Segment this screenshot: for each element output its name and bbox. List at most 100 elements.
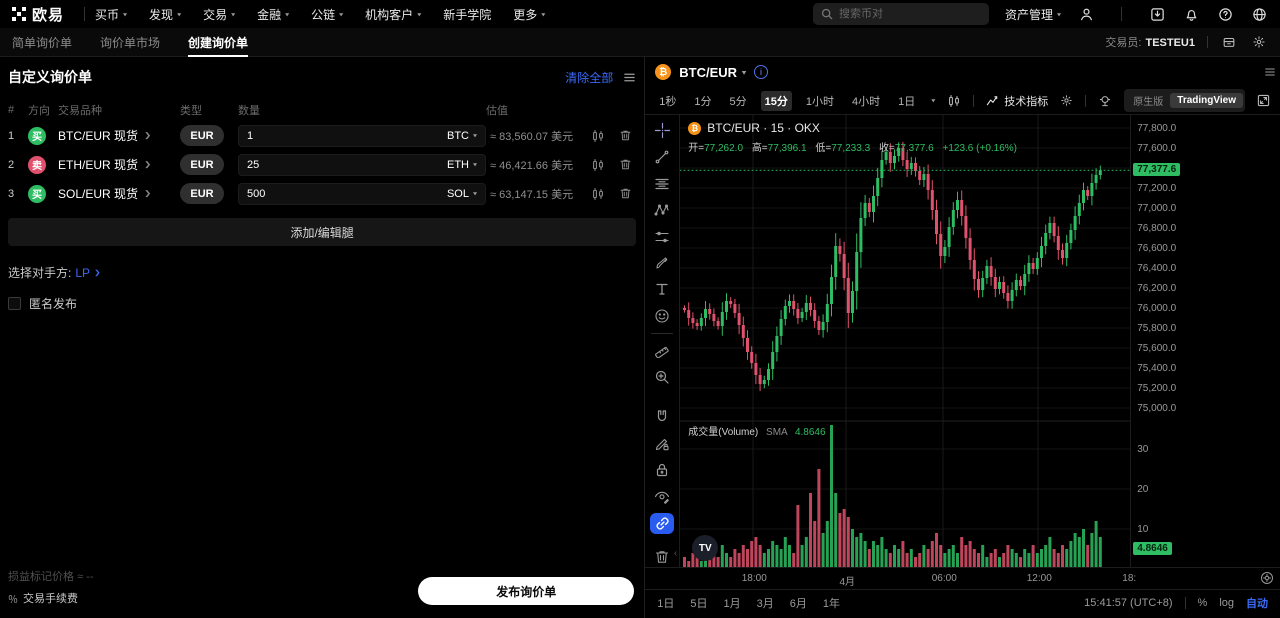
- candle-style-icon[interactable]: [947, 94, 961, 108]
- menu-item-机构客户[interactable]: 机构客户 ▾: [365, 6, 421, 23]
- timeframe-4小时[interactable]: 4小时: [852, 95, 881, 108]
- menu-item-交易[interactable]: 交易 ▾: [203, 6, 235, 23]
- search-input[interactable]: [838, 8, 969, 20]
- time-axis[interactable]: 18:00 4月 06:00 12:00 18:: [645, 567, 1280, 589]
- drawing-lock-tool[interactable]: [650, 434, 674, 453]
- publish-rfq-button[interactable]: 发布询价单: [418, 577, 635, 605]
- fullscreen-icon[interactable]: [1257, 94, 1270, 107]
- range-1月[interactable]: 1月: [723, 598, 741, 610]
- percent-scale-button[interactable]: %: [1197, 597, 1208, 609]
- currency-type-pill[interactable]: EUR: [180, 125, 224, 146]
- chevron-down-icon[interactable]: ▾: [931, 96, 936, 105]
- candlestick-chart[interactable]: [679, 114, 1131, 569]
- indicators-button[interactable]: 技术指标: [986, 93, 1048, 109]
- currency-type-pill[interactable]: EUR: [180, 154, 224, 175]
- quantity-field[interactable]: ETH▾: [238, 153, 486, 176]
- pair-selector[interactable]: ETH/EUR 现货 ❯: [58, 156, 180, 173]
- user-icon[interactable]: [1077, 5, 1095, 23]
- trendline-tool[interactable]: [650, 147, 674, 166]
- auto-scale-button[interactable]: 自动: [1246, 598, 1268, 610]
- delete-leg-icon[interactable]: [619, 158, 632, 171]
- delete-leg-icon[interactable]: [619, 129, 632, 142]
- log-scale-button[interactable]: log: [1219, 597, 1234, 609]
- clock[interactable]: 15:41:57 (UTC+8): [1084, 597, 1173, 609]
- timezone-gear-icon[interactable]: [1260, 571, 1274, 585]
- tab-simple-rfq[interactable]: 简单询价单: [12, 35, 73, 50]
- pattern-tool[interactable]: [650, 200, 674, 219]
- view-chart-icon[interactable]: [591, 129, 605, 143]
- quantity-input[interactable]: [247, 129, 447, 142]
- range-5日[interactable]: 5日: [690, 598, 708, 610]
- ruler-tool[interactable]: [650, 341, 674, 360]
- currency-type-pill[interactable]: EUR: [180, 183, 224, 204]
- timeframe-1日[interactable]: 1日: [898, 95, 916, 108]
- tradingview-watermark[interactable]: TV: [692, 535, 719, 561]
- timeframe-5分[interactable]: 5分: [729, 95, 747, 108]
- clear-all-link[interactable]: 清除全部: [565, 70, 614, 85]
- asset-management-menu[interactable]: 资产管理 ▾: [1004, 7, 1061, 22]
- fib-tool[interactable]: [650, 174, 674, 193]
- gear-icon[interactable]: [1250, 33, 1268, 51]
- position-tool[interactable]: [650, 227, 674, 246]
- quantity-field[interactable]: SOL▾: [238, 182, 486, 205]
- hide-drawings-tool[interactable]: [650, 487, 674, 506]
- delete-leg-icon[interactable]: [619, 187, 632, 200]
- info-icon[interactable]: i: [754, 65, 769, 79]
- globe-icon[interactable]: [1250, 5, 1268, 23]
- pair-selector[interactable]: BTC/EUR 现货 ❯: [58, 127, 180, 144]
- range-1年[interactable]: 1年: [822, 598, 840, 610]
- collapse-panel-icon[interactable]: ‹: [673, 548, 678, 559]
- screenshot-icon[interactable]: [1098, 94, 1112, 107]
- okx-logo[interactable]: 欧易: [12, 4, 64, 25]
- gear-icon[interactable]: [1060, 94, 1073, 107]
- tab-rfq-market[interactable]: 询价单市场: [100, 35, 161, 50]
- tab-create-rfq[interactable]: 创建询价单: [188, 28, 249, 57]
- native-version-option[interactable]: 原生版: [1133, 97, 1164, 108]
- counterparty-link[interactable]: LP: [75, 265, 91, 280]
- search-box[interactable]: [812, 3, 989, 25]
- view-chart-icon[interactable]: [591, 158, 605, 172]
- pair-selector[interactable]: SOL/EUR 现货 ❯: [58, 185, 180, 202]
- unit-dropdown[interactable]: BTC ▾: [447, 130, 477, 142]
- timeframe-1秒[interactable]: 1秒: [659, 95, 677, 108]
- timeframe-1分[interactable]: 1分: [694, 95, 712, 108]
- emoji-tool[interactable]: [650, 306, 674, 325]
- chart-plot[interactable]: ₿ BTC/EUR · 15 · OKX 开=77,262.0 高=77,396…: [679, 114, 1131, 569]
- timeframe-1小时[interactable]: 1小时: [805, 95, 834, 108]
- pair-selector[interactable]: BTC/EUR ▾: [679, 64, 747, 80]
- menu-icon[interactable]: [623, 71, 636, 84]
- menu-item-新手学院[interactable]: 新手学院: [443, 6, 491, 23]
- timeframe-15分[interactable]: 15分: [760, 90, 792, 111]
- help-icon[interactable]: [1216, 5, 1234, 23]
- archive-icon[interactable]: [1220, 33, 1238, 51]
- range-6月[interactable]: 6月: [789, 598, 807, 610]
- quantity-field[interactable]: BTC▾: [238, 124, 486, 147]
- menu-icon[interactable]: [1264, 66, 1276, 78]
- magnet-tool[interactable]: [650, 407, 674, 426]
- menu-item-买币[interactable]: 买币 ▾: [95, 6, 127, 23]
- fee-label[interactable]: 交易手续费: [23, 593, 78, 605]
- menu-item-发现[interactable]: 发现 ▾: [149, 6, 181, 23]
- range-1日[interactable]: 1日: [657, 598, 675, 610]
- zoom-in-tool[interactable]: [650, 367, 674, 386]
- menu-item-金融[interactable]: 金融 ▾: [257, 6, 289, 23]
- lock-tool[interactable]: [650, 460, 674, 479]
- quantity-input[interactable]: [247, 158, 447, 171]
- anonymous-checkbox[interactable]: [8, 297, 21, 310]
- crosshair-tool[interactable]: [650, 121, 674, 140]
- add-edit-leg-button[interactable]: 添加/编辑腿: [8, 218, 637, 246]
- sync-link-tool[interactable]: [650, 513, 675, 535]
- download-icon[interactable]: [1148, 5, 1166, 23]
- unit-dropdown[interactable]: ETH ▾: [447, 159, 477, 171]
- brush-tool[interactable]: [650, 253, 674, 272]
- price-axis[interactable]: 77,800.077,600.077,400.077,200.077,000.0…: [1130, 115, 1280, 567]
- text-tool[interactable]: [650, 280, 674, 299]
- quantity-input[interactable]: [247, 187, 447, 200]
- bell-icon[interactable]: [1182, 5, 1200, 23]
- tradingview-option[interactable]: TradingView: [1170, 93, 1243, 108]
- unit-dropdown[interactable]: SOL ▾: [447, 188, 477, 200]
- menu-item-公链[interactable]: 公链 ▾: [311, 6, 343, 23]
- menu-item-更多[interactable]: 更多 ▾: [513, 6, 545, 23]
- delete-tool[interactable]: [650, 547, 674, 566]
- range-3月[interactable]: 3月: [756, 598, 774, 610]
